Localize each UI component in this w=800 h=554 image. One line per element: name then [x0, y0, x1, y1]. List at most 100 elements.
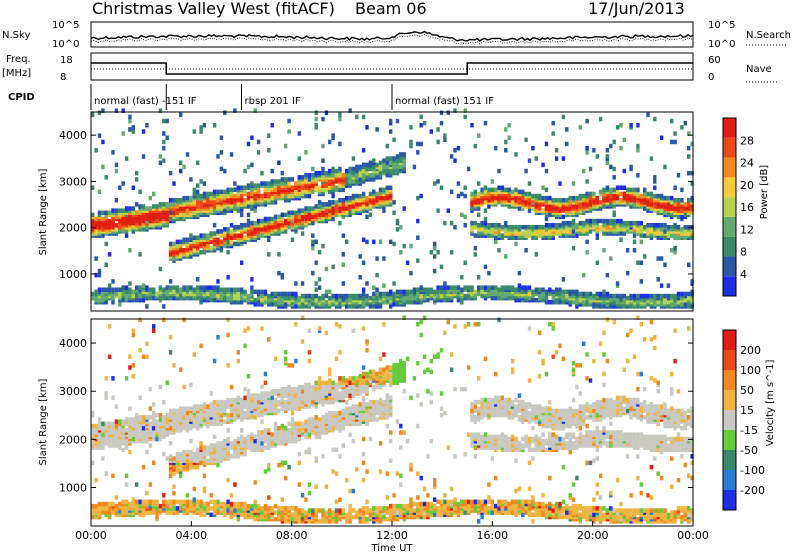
power-cell — [256, 295, 261, 301]
power-cell — [453, 108, 457, 113]
velocity-cell — [131, 374, 135, 379]
power-cell — [592, 302, 596, 307]
power-cell — [328, 200, 332, 205]
power-cell — [270, 195, 274, 201]
cpid-segment-label: normal (fast) 151 IF — [395, 96, 494, 107]
power-cell — [531, 145, 535, 151]
power-cell — [646, 191, 650, 197]
power-cell — [168, 245, 173, 251]
power-cell — [663, 229, 667, 234]
ytick-label: 4000 — [59, 129, 87, 142]
power-cell — [179, 212, 183, 218]
velocity-cell — [229, 493, 234, 498]
power-cell — [429, 287, 433, 292]
power-cell — [490, 179, 494, 184]
power-cell — [341, 233, 345, 238]
power-cell — [473, 245, 477, 251]
velocity-cell — [233, 501, 237, 507]
power-cell — [361, 295, 366, 301]
power-cell — [199, 200, 203, 205]
power-cell — [324, 202, 329, 207]
power-cell — [504, 285, 508, 290]
velocity-cell — [155, 514, 159, 520]
velocity-cell — [226, 428, 230, 433]
power-cell — [162, 304, 166, 309]
velocity-cell — [223, 501, 227, 507]
power-cell — [605, 160, 610, 165]
power-cell — [602, 187, 606, 193]
velocity-cell — [114, 419, 119, 424]
power-cell — [212, 189, 217, 195]
power-cell — [206, 233, 210, 238]
power-cell — [179, 287, 183, 292]
power-cell — [392, 156, 396, 161]
power-cell — [118, 287, 122, 292]
power-cell — [246, 164, 251, 170]
power-cell — [554, 198, 559, 203]
power-cell — [453, 285, 457, 290]
power-cell — [179, 168, 183, 174]
velocity-cell — [280, 386, 284, 392]
power-cell — [690, 206, 694, 211]
velocity-cell — [223, 399, 227, 405]
velocity-cell — [253, 434, 257, 440]
power-cell — [233, 233, 237, 238]
power-cell — [544, 195, 549, 201]
power-cell — [361, 148, 366, 153]
power-cell — [527, 208, 532, 213]
power-cell — [609, 218, 613, 224]
power-cell — [233, 181, 237, 186]
velocity-cell — [229, 412, 234, 418]
power-cell — [199, 204, 203, 209]
power-cell — [135, 177, 139, 182]
power-cell — [483, 220, 488, 226]
power-cell — [443, 220, 447, 226]
ytick-label: 2000 — [59, 222, 87, 235]
velocity-cell — [172, 363, 176, 368]
velocity-cell — [182, 317, 186, 323]
power-cell — [317, 295, 322, 301]
power-cell — [165, 118, 169, 124]
power-cell — [514, 287, 518, 292]
power-cell — [612, 187, 616, 193]
velocity-cell — [219, 501, 224, 507]
power-cell — [615, 185, 620, 190]
power-cell — [226, 287, 230, 292]
power-cell — [284, 302, 288, 307]
power-cell — [510, 189, 515, 195]
velocity-cell — [185, 421, 190, 427]
power-cell — [382, 158, 386, 163]
velocity-cell — [111, 421, 115, 427]
power-cell — [270, 168, 274, 174]
velocity-cell — [192, 486, 196, 492]
velocity-cell — [229, 454, 234, 459]
power-cell — [107, 218, 112, 224]
power-cell — [456, 145, 461, 151]
power-cell — [416, 235, 420, 240]
power-cell — [632, 195, 637, 201]
velocity-cell — [284, 516, 288, 522]
power-cell — [527, 158, 532, 163]
velocity-cell — [101, 501, 105, 507]
power-cell — [375, 191, 379, 197]
power-cell — [622, 191, 626, 197]
velocity-cell — [273, 389, 278, 394]
power-cell — [196, 193, 200, 199]
power-cell — [605, 148, 610, 153]
power-cell — [507, 285, 511, 290]
power-cell — [128, 206, 132, 211]
velocity-cell — [250, 397, 254, 403]
power-cell — [588, 166, 593, 172]
power-cell — [94, 256, 98, 261]
velocity-cell — [104, 510, 108, 515]
velocity-cell — [124, 417, 129, 422]
power-cell — [219, 189, 224, 195]
power-cell — [128, 287, 132, 292]
power-cell — [287, 291, 291, 297]
nsky-bottom-tick: 10^0 — [52, 39, 79, 50]
power-cell — [456, 285, 461, 290]
power-cell — [436, 139, 440, 145]
power-cell — [551, 131, 555, 136]
power-cell — [497, 168, 501, 174]
power-cell — [480, 289, 484, 295]
